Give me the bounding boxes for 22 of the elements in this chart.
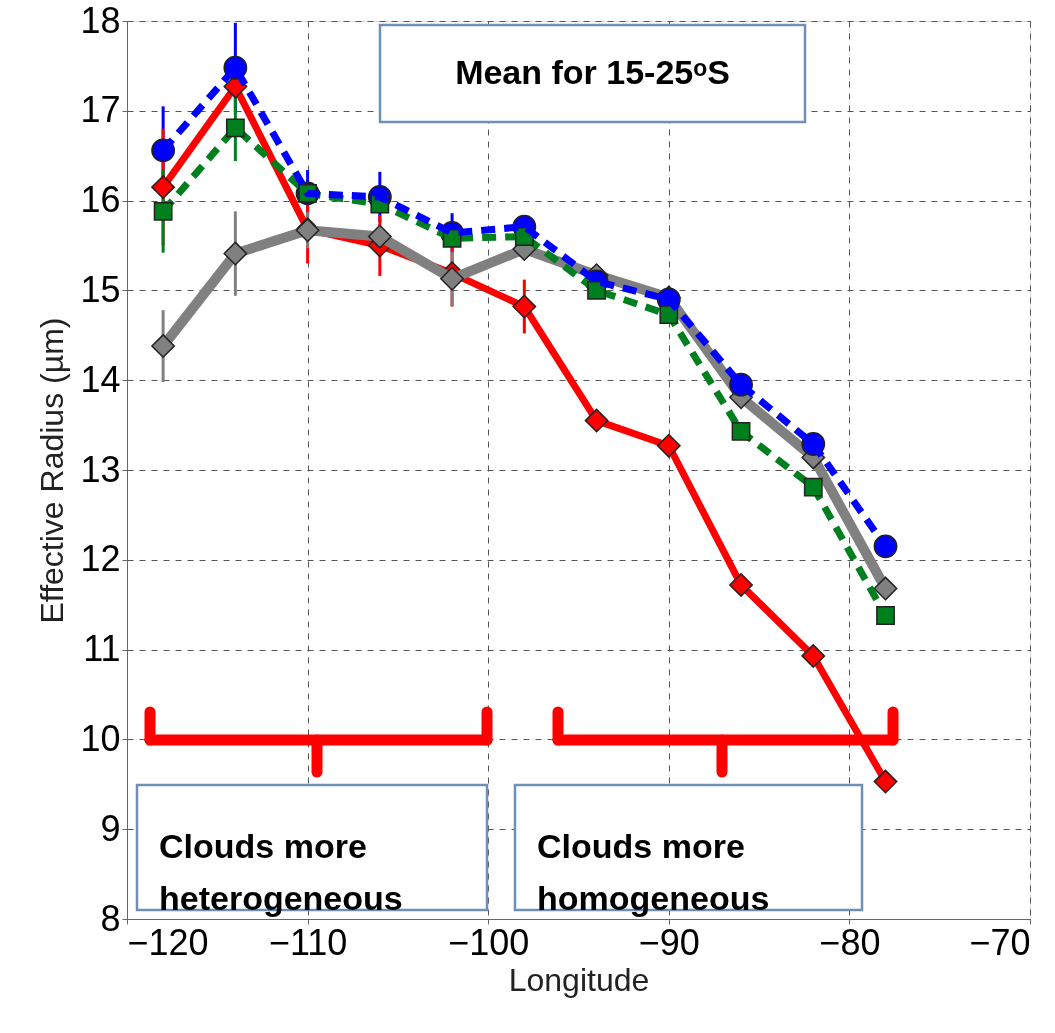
y-tick-label: 13 (80, 448, 121, 490)
y-tick-label: 18 (80, 0, 121, 41)
y-tick-label: 17 (80, 89, 121, 131)
y-tick-label: 12 (80, 538, 121, 580)
y-tick-label: 11 (83, 628, 121, 670)
y-tick-label: 16 (80, 179, 121, 221)
y-axis-title: Effective Radius (µm) (34, 317, 71, 624)
x-tick-label: −120 (127, 921, 209, 963)
y-tick-label: 14 (80, 358, 121, 400)
y-tick-label: 9 (100, 807, 121, 849)
x-tick-label: −80 (819, 921, 881, 963)
y-tick-label: 8 (100, 897, 121, 939)
y-tick-label: 15 (80, 268, 121, 310)
x-axis-title: Longitude (508, 961, 650, 998)
annotation: Mean for 15-25ᵒS (455, 52, 730, 91)
x-tick-label: −70 (969, 921, 1031, 963)
annotation: Clouds more heterogeneous (159, 826, 403, 917)
x-tick-label: −110 (268, 921, 348, 963)
x-tick-label: −100 (448, 921, 530, 963)
x-tick-label: −90 (638, 921, 700, 963)
y-tick-label: 10 (80, 717, 121, 759)
annotation: Clouds more homogeneous (537, 826, 770, 917)
